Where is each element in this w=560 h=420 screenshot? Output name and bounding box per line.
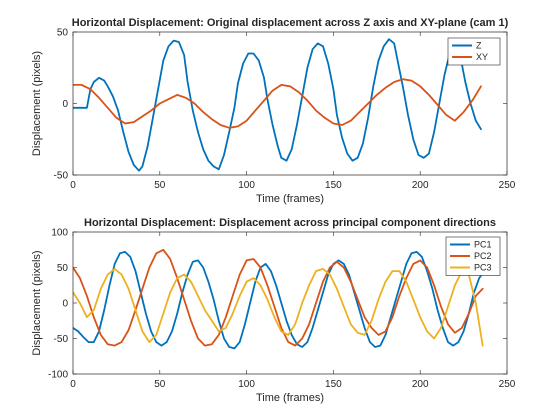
x-axis-label: Time (frames) [256,193,324,205]
x-tick-label: 50 [154,379,166,390]
x-tick-label: 250 [499,379,516,390]
x-tick-label: 150 [325,379,342,390]
legend-label: Z [476,41,482,51]
x-tick-label: 0 [70,180,76,191]
x-tick-label: 150 [325,180,342,191]
chart-title: Horizontal Displacement: Original displa… [72,17,509,29]
y-tick-label: -50 [54,171,69,182]
x-tick-label: 250 [499,180,516,191]
y-axis-label: Displacement (pixels) [31,250,43,355]
legend: ZXY [448,38,500,65]
y-tick-label: 0 [62,299,68,310]
y-tick-label: 0 [62,99,68,110]
x-tick-label: 100 [238,379,255,390]
y-axis-label: Displacement (pixels) [31,51,43,156]
x-tick-label: 100 [238,180,255,191]
legend-label: XY [476,52,488,62]
x-tick-label: 200 [412,180,429,191]
y-tick-label: 50 [57,263,69,274]
y-tick-label: 50 [57,28,69,39]
chart-title: Horizontal Displacement: Displacement ac… [84,217,496,229]
subplot-1: Horizontal Displacement: Original displa… [31,17,516,205]
subplot-2: Horizontal Displacement: Displacement ac… [31,217,516,404]
y-tick-label: -100 [48,370,68,381]
x-tick-label: 50 [154,180,166,191]
legend-box [448,38,500,65]
legend-label: PC3 [474,263,492,273]
y-tick-label: 100 [51,228,68,239]
x-tick-label: 200 [412,379,429,390]
legend-label: PC1 [474,240,492,250]
legend-label: PC2 [474,251,492,261]
x-axis-label: Time (frames) [256,392,324,404]
y-tick-label: -50 [54,334,69,345]
x-tick-label: 0 [70,379,76,390]
